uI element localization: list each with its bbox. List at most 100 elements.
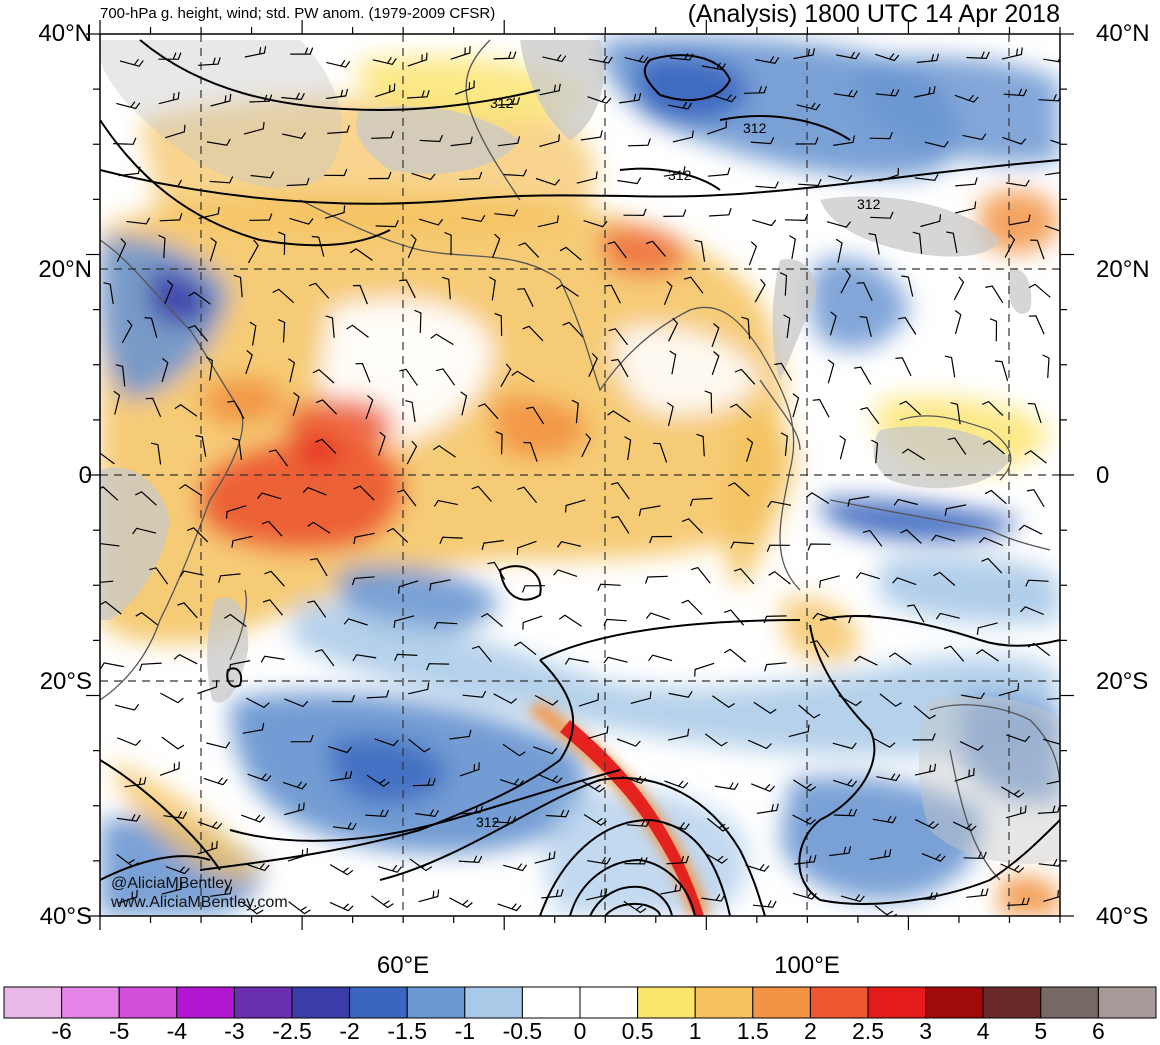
wind-barb: [833, 808, 858, 817]
wind-barb: [981, 557, 1003, 574]
wind-barb: [278, 319, 286, 343]
wind-barb: [249, 213, 273, 221]
wind-barb: [353, 485, 375, 501]
wind-barb: [840, 269, 852, 294]
wind-barb: [100, 542, 120, 547]
colorbar-swatch: [464, 986, 523, 1019]
wind-barb: [959, 741, 984, 751]
wind-barb: [450, 45, 471, 60]
wind-barb: [708, 207, 732, 217]
wind-barb: [250, 171, 275, 179]
wind-barb: [311, 235, 325, 257]
wind-barb: [121, 319, 133, 344]
wind-barb: [645, 240, 666, 257]
wind-barb: [203, 777, 228, 786]
axis-ticks: [86, 20, 1074, 930]
wind-barb: [839, 435, 846, 460]
wind-barb: [876, 773, 901, 782]
wind-barb: [114, 703, 140, 711]
wind-barb: [723, 648, 747, 663]
wind-barb: [712, 94, 737, 103]
wind-barb: [329, 864, 354, 876]
wind-barb: [798, 704, 821, 719]
wind-barb: [960, 692, 986, 700]
wind-barb: [754, 278, 766, 303]
contour-label: 312: [743, 120, 767, 136]
wind-barb: [853, 655, 878, 666]
wind-barb: [1028, 315, 1045, 335]
wind-barb: [100, 662, 124, 670]
colorbar-swatch: [925, 986, 984, 1019]
wind-barb: [247, 773, 272, 782]
wind-barb: [418, 218, 444, 226]
wind-barb: [669, 350, 677, 375]
lat-label-left-0: 0: [78, 462, 92, 489]
wind-barb: [689, 497, 713, 507]
wind-barb: [541, 889, 564, 899]
wind-barb: [953, 276, 965, 301]
wind-barb: [780, 432, 788, 457]
wind-barb: [901, 448, 926, 461]
wind-barb: [444, 231, 452, 256]
wind-barb: [588, 353, 598, 377]
wind-barb: [209, 237, 217, 262]
wind-barb: [792, 814, 816, 825]
wind-barb: [806, 492, 830, 505]
wind-barb: [833, 779, 858, 788]
wind-barb: [177, 602, 198, 619]
colorbar-swatch: [406, 986, 466, 1019]
wind-barb: [664, 780, 689, 789]
wind-barb: [100, 580, 114, 583]
wind-barb: [260, 655, 285, 663]
wind-barb: [665, 821, 690, 830]
wind-barb: [752, 219, 777, 227]
wind-barb: [1028, 283, 1051, 298]
credit-handle: @AliciaMBentley: [111, 875, 233, 892]
wind-barb: [163, 811, 188, 819]
wind-barb: [188, 325, 209, 342]
wind-barb: [711, 351, 720, 376]
wind-barb: [161, 882, 183, 895]
wind-barb: [471, 485, 492, 502]
wind-barbs: [100, 45, 1060, 916]
wind-barb: [149, 567, 169, 585]
wind-barb: [767, 500, 792, 508]
wind-barb: [534, 694, 559, 706]
wind-barb: [290, 734, 314, 743]
wind-barb: [764, 662, 787, 672]
wind-barb: [497, 97, 521, 106]
wind-barb: [429, 579, 451, 591]
colorbar-tick-label: -3: [224, 1018, 245, 1044]
wind-barb: [898, 316, 917, 335]
wind-barb: [924, 140, 949, 148]
wind-barb: [145, 397, 162, 418]
wind-barb: [755, 181, 779, 189]
wind-barb: [315, 438, 337, 454]
colorbar-swatch: [176, 986, 235, 1019]
wind-barb: [408, 682, 430, 695]
wind-barb: [668, 101, 693, 110]
wind-barb: [539, 83, 561, 96]
coastlines: [100, 39, 1060, 881]
wind-barb: [895, 357, 912, 377]
wind-barb: [954, 94, 979, 103]
colorbar-tick-label: -5: [108, 1018, 130, 1044]
wind-barb: [139, 662, 162, 672]
wind-barb: [518, 242, 540, 258]
wind-barb: [954, 768, 975, 782]
colorbar-swatch: [3, 986, 63, 1019]
wind-barb: [730, 541, 754, 549]
colorbar-swatch: [349, 986, 408, 1019]
wind-barb: [672, 130, 694, 143]
colorbar-tick-label: 2.5: [852, 1018, 884, 1044]
wind-barb: [819, 575, 840, 588]
wind-barb: [1002, 136, 1027, 145]
wind-barb: [1043, 890, 1060, 902]
wind-barb: [766, 544, 790, 552]
wind-barb: [603, 618, 627, 627]
wind-barb: [240, 814, 266, 823]
wind-barb: [494, 209, 519, 217]
wind-barb: [869, 131, 893, 140]
wind-barb: [535, 177, 561, 186]
colorbar-tick-label: 2: [803, 1018, 817, 1044]
